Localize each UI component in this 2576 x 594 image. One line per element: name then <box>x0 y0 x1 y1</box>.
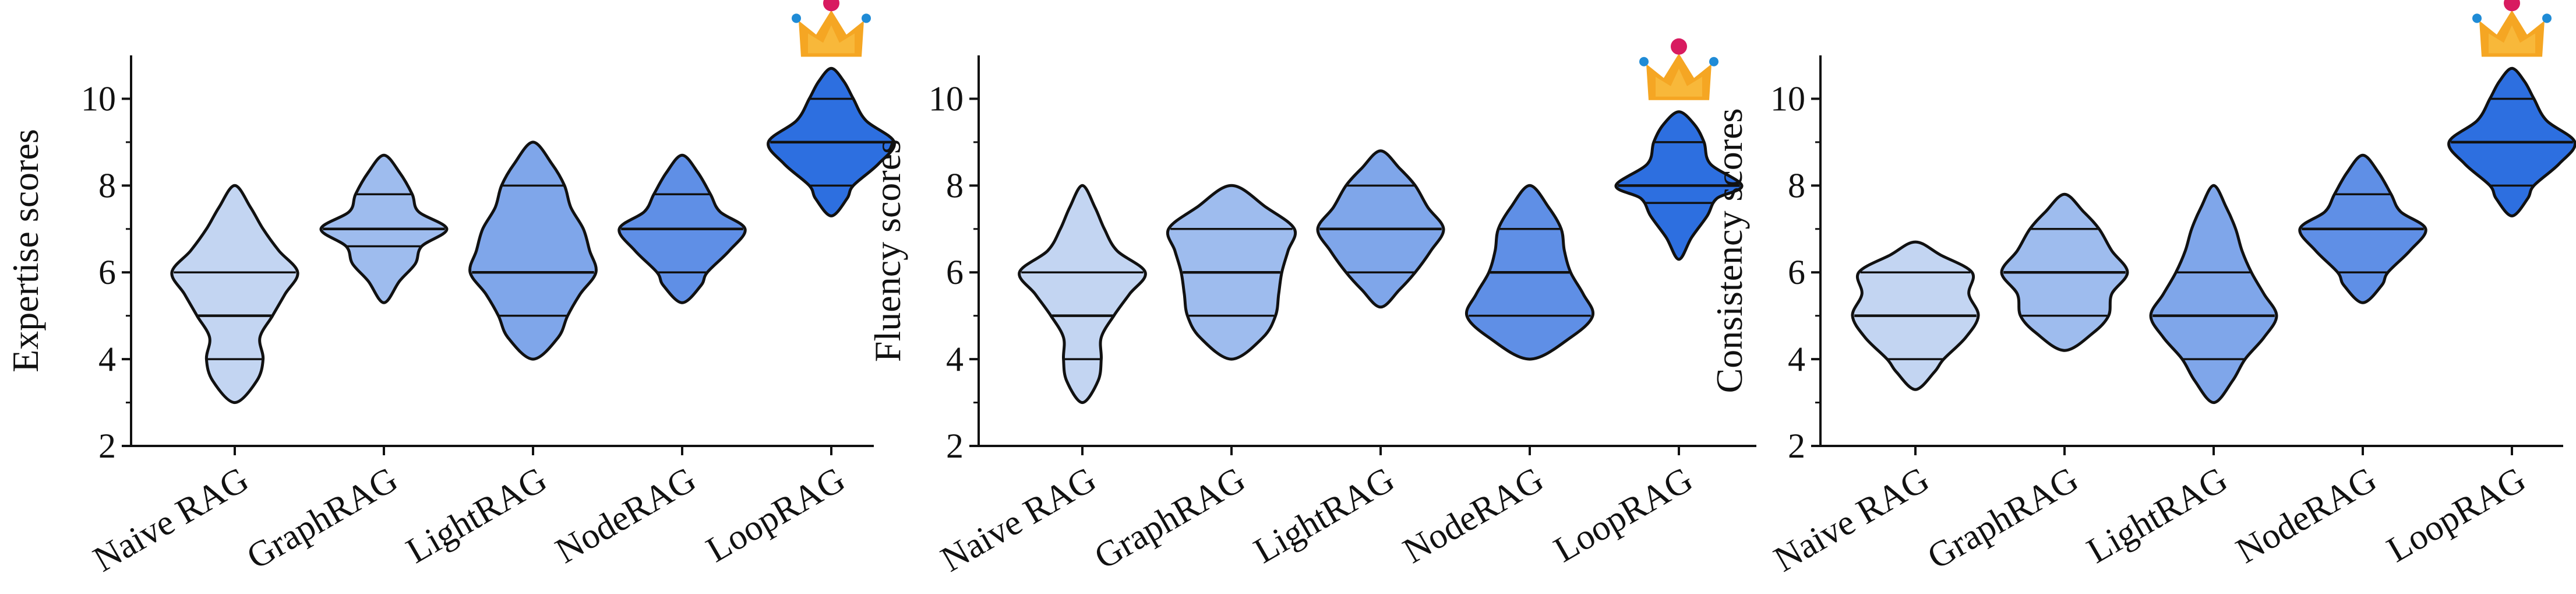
y-tick-label: 2 <box>98 427 116 465</box>
crown-tip-right <box>1709 57 1718 66</box>
x-tick-label: GraphRAG <box>240 459 404 577</box>
violin-naive-rag <box>1018 184 1147 405</box>
x-tick-label: GraphRAG <box>1088 459 1252 577</box>
crown-icon <box>792 0 871 57</box>
y-axis-title: Fluency scores <box>867 139 908 362</box>
x-tick-label: NodeRAG <box>2229 459 2383 571</box>
y-tick-label: 6 <box>1788 253 1805 291</box>
y-tick-label: 4 <box>98 340 116 378</box>
y-tick-label: 4 <box>946 340 964 378</box>
y-tick-label: 10 <box>929 79 964 118</box>
y-axis-title: Expertise scores <box>5 129 46 372</box>
crown-tip-right <box>862 13 871 23</box>
x-tick-label: NodeRAG <box>1396 459 1550 571</box>
crown-jewel <box>1671 38 1687 55</box>
x-tick-label: Naive RAG <box>1767 459 1936 579</box>
violin-naive-rag <box>170 184 299 405</box>
violin-lightrag <box>2149 184 2278 405</box>
violin-panel-3: 2 4 6 8 10 Consistency scores Naive RAGGraphRA… <box>1709 0 2576 579</box>
x-tick-label: LightRAG <box>1247 459 1401 571</box>
x-tick-label: Naive RAG <box>934 459 1103 579</box>
y-tick-label: 10 <box>81 79 116 118</box>
violin-panel-2: 2 4 6 8 10 Fluency scores Naive RAGGraphRAGLig… <box>867 38 1756 579</box>
y-tick-label: 8 <box>946 166 964 205</box>
crown-tip-right <box>2542 13 2552 23</box>
crown-jewel <box>2504 0 2520 12</box>
y-tick-label: 8 <box>98 166 116 205</box>
crown-tip-left <box>1639 57 1649 66</box>
violin-lightrag <box>468 140 598 361</box>
x-tick-label: LoopRAG <box>2380 459 2532 570</box>
y-tick-label: 2 <box>946 427 964 465</box>
y-tick-label: 8 <box>1788 166 1805 205</box>
y-tick-label: 4 <box>1788 340 1805 378</box>
y-tick-label: 2 <box>1788 427 1805 465</box>
crown-tip-left <box>792 13 801 23</box>
crown-jewel <box>823 0 839 12</box>
y-tick-label: 10 <box>1770 79 1805 118</box>
crown-icon <box>2472 0 2552 57</box>
x-tick-label: LightRAG <box>2080 459 2234 571</box>
y-axis-title: Consistency scores <box>1709 108 1750 393</box>
x-tick-label: LoopRAG <box>700 459 852 570</box>
crown-tip-left <box>2472 13 2482 23</box>
x-tick-label: Naive RAG <box>87 459 255 579</box>
y-tick-label: 6 <box>98 253 116 291</box>
y-tick-label: 6 <box>946 253 964 291</box>
crown-highlight <box>1656 68 1702 97</box>
x-tick-label: LightRAG <box>400 459 553 571</box>
x-tick-label: NodeRAG <box>549 459 703 571</box>
x-tick-label: GraphRAG <box>1921 459 2085 577</box>
crown-highlight <box>2489 25 2535 54</box>
crown-icon <box>1639 38 1718 100</box>
crown-highlight <box>808 25 855 54</box>
x-tick-label: LoopRAG <box>1547 459 1699 570</box>
